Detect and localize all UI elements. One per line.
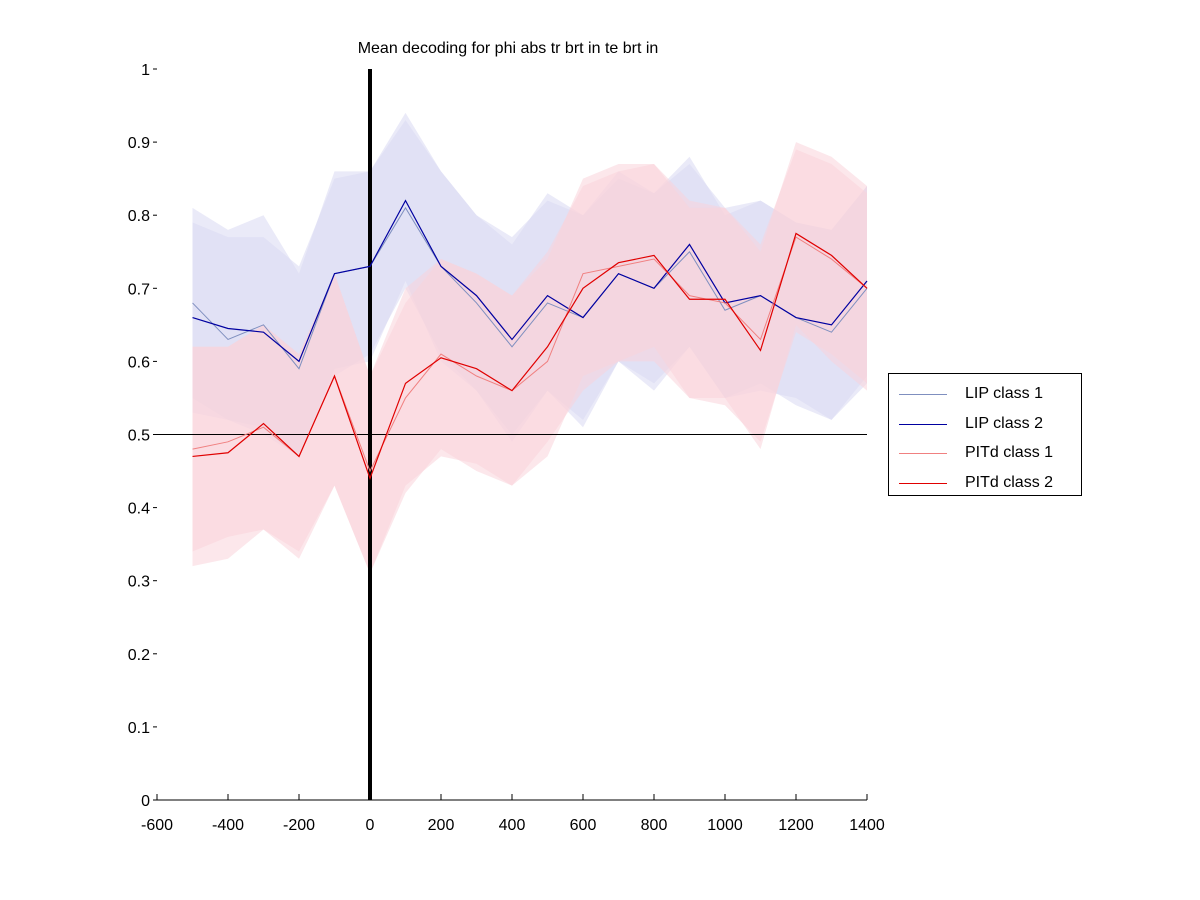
y-tick-label: 1	[141, 62, 150, 79]
x-tick-label: -600	[141, 817, 173, 834]
legend-swatch	[899, 483, 947, 484]
legend-swatch	[899, 453, 947, 454]
reference-lines	[157, 69, 867, 800]
axes: -600 -400 -200 0 200 400 600 800 1000 1200 1400 0 0.…	[128, 62, 885, 834]
y-tick-label: 0.5	[128, 428, 150, 445]
x-tick-label: 400	[499, 817, 526, 834]
legend-label: PITd class 1	[965, 444, 1054, 461]
legend-label: LIP class 2	[965, 415, 1043, 432]
confidence-band	[192, 142, 867, 574]
y-tick-label: 0.9	[128, 135, 150, 152]
legend-item: PITd class 1	[889, 439, 1081, 469]
x-tick-label: 1000	[707, 817, 743, 834]
x-tick-label: 200	[428, 817, 455, 834]
y-tick-label: 0.8	[128, 208, 150, 225]
series-line	[192, 199, 868, 363]
y-tick-label: 0.7	[128, 281, 150, 298]
y-tick-label: 0.3	[128, 574, 150, 591]
y-tick-label: 0.2	[128, 647, 150, 664]
x-tick-label: 800	[641, 817, 668, 834]
x-tick-label: -200	[283, 817, 315, 834]
y-tick-label: 0.4	[128, 501, 150, 518]
legend-item: LIP class 2	[889, 410, 1081, 440]
legend-label: PITd class 2	[965, 474, 1054, 491]
series-line	[192, 206, 868, 370]
y-tick-label: 0	[141, 793, 150, 810]
x-tick-label: 1400	[849, 817, 885, 834]
chart-title: Mean decoding for phi abs tr brt in te b…	[358, 40, 659, 57]
series-lines	[192, 199, 868, 481]
confidence-bands	[192, 112, 867, 574]
y-tick-label: 0.6	[128, 354, 150, 371]
legend-swatch	[899, 394, 947, 395]
y-tick-label: 0.1	[128, 720, 150, 737]
legend-swatch	[899, 424, 947, 425]
series-line	[192, 232, 868, 481]
x-tick-label: 1200	[778, 817, 814, 834]
legend-item: LIP class 1	[889, 380, 1081, 410]
legend: LIP class 1 LIP class 2 PITd class 1 PIT…	[888, 373, 1082, 496]
legend-item: PITd class 2	[889, 469, 1081, 499]
x-tick-label: 0	[366, 817, 375, 834]
x-tick-label: 600	[570, 817, 597, 834]
x-tick-label: -400	[212, 817, 244, 834]
legend-label: LIP class 1	[965, 385, 1043, 402]
